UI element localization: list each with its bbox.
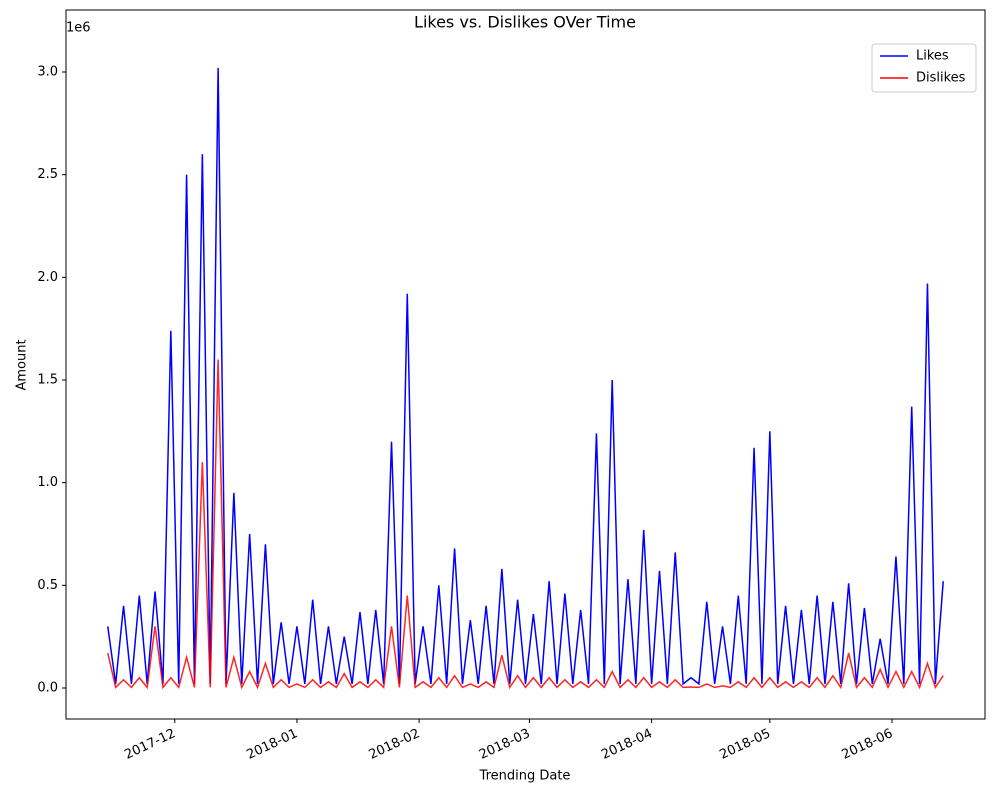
x-tick-label: 2018-04 — [599, 726, 655, 763]
y-tick-label: 1.0 — [37, 475, 58, 490]
y-offset-label: 1e6 — [66, 21, 91, 36]
line-series — [107, 67, 944, 686]
x-tick-label: 2018-05 — [717, 726, 773, 763]
x-tick-label: 2018-06 — [840, 726, 896, 763]
y-axis-label: Amount — [15, 339, 30, 390]
y-tick-label: 3.0 — [37, 65, 58, 80]
x-tick-label: 2018-01 — [245, 726, 301, 763]
x-tick-label: 2018-03 — [477, 726, 533, 763]
y-tick-label: 2.0 — [37, 270, 58, 285]
x-axis-label: Trending Date — [479, 769, 571, 784]
x-tick-label: 2017-12 — [122, 726, 178, 763]
x-tick-label: 2018-02 — [367, 726, 423, 763]
chart-title: Likes vs. Dislikes OVer Time — [414, 13, 636, 32]
y-tick-label: 1.5 — [37, 373, 58, 388]
line-series — [107, 359, 944, 690]
legend-label: Dislikes — [916, 71, 966, 86]
y-tick-label: 0.0 — [37, 680, 58, 695]
legend-label: Likes — [916, 49, 949, 64]
axes-frame — [65, 9, 986, 720]
y-tick-label: 0.5 — [37, 578, 58, 593]
y-tick-label: 2.5 — [37, 167, 58, 182]
